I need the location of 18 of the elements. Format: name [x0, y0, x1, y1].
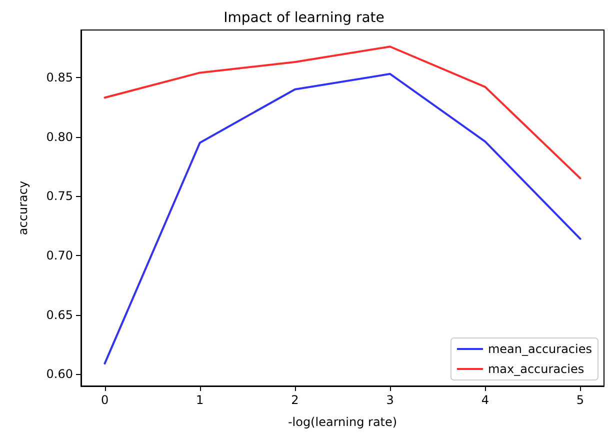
x-tick-label: 0 [100, 393, 109, 407]
y-tick-label: 0.60 [46, 367, 73, 382]
y-tick-label: 0.65 [46, 308, 73, 322]
legend-label: max_accuracies [488, 362, 584, 376]
legend-label: mean_accuracies [488, 342, 592, 356]
y-tick-label: 0.80 [46, 130, 73, 144]
x-tick-label: 4 [481, 393, 489, 407]
line-series [104, 46, 582, 180]
y-tick-label: 0.75 [46, 189, 73, 204]
y-tick-label: 0.70 [46, 248, 73, 262]
y-tick-label: 0.85 [46, 70, 73, 84]
x-tick-label: 5 [576, 393, 584, 407]
x-tick-label: 3 [386, 393, 394, 407]
chart-title: Impact of learning rate [224, 10, 384, 26]
x-axis-title: -log(learning rate) [288, 415, 398, 429]
x-tick-label: 2 [291, 393, 299, 407]
x-tick-label: 1 [196, 393, 204, 407]
y-axis-title: accuracy [16, 180, 30, 236]
